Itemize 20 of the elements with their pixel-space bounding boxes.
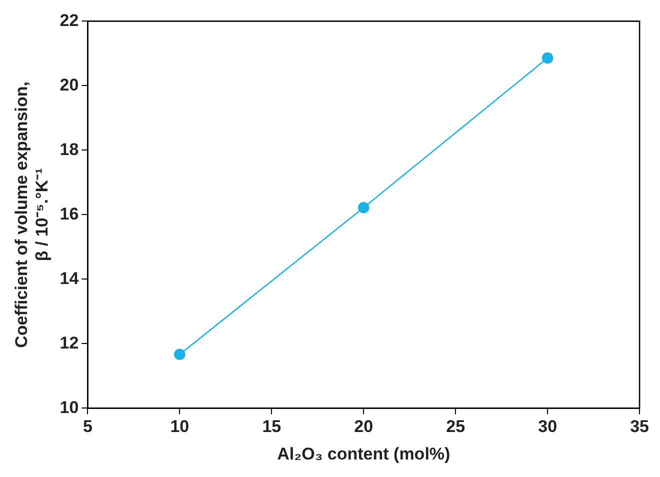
x-tick-label: 30	[538, 417, 558, 436]
y-tick-label: 22	[60, 10, 79, 30]
x-tick-label: 15	[262, 417, 282, 436]
x-tick-label: 5	[82, 417, 92, 436]
point	[358, 202, 370, 214]
y-tick-label: 10	[60, 398, 79, 417]
point	[542, 52, 554, 64]
x-tick-label: 25	[446, 417, 466, 436]
point	[174, 348, 186, 360]
y-tick-label: 20	[60, 75, 79, 94]
text: β / 10⁻⁵.°K⁻¹	[32, 168, 52, 262]
x-tick-label: 35	[630, 417, 650, 436]
y-tick-label: 18	[60, 140, 79, 159]
x-axis-title: Al₂O₃ content (mol%)	[277, 444, 450, 464]
x-tick-label: 10	[170, 417, 190, 436]
y-tick-label: 14	[60, 268, 80, 288]
y-tick-label: 12	[60, 333, 79, 352]
text: Coefficient of volume expansion,	[12, 82, 31, 348]
x-tick-label: 20	[354, 417, 374, 436]
y-tick-label: 16	[60, 204, 79, 224]
